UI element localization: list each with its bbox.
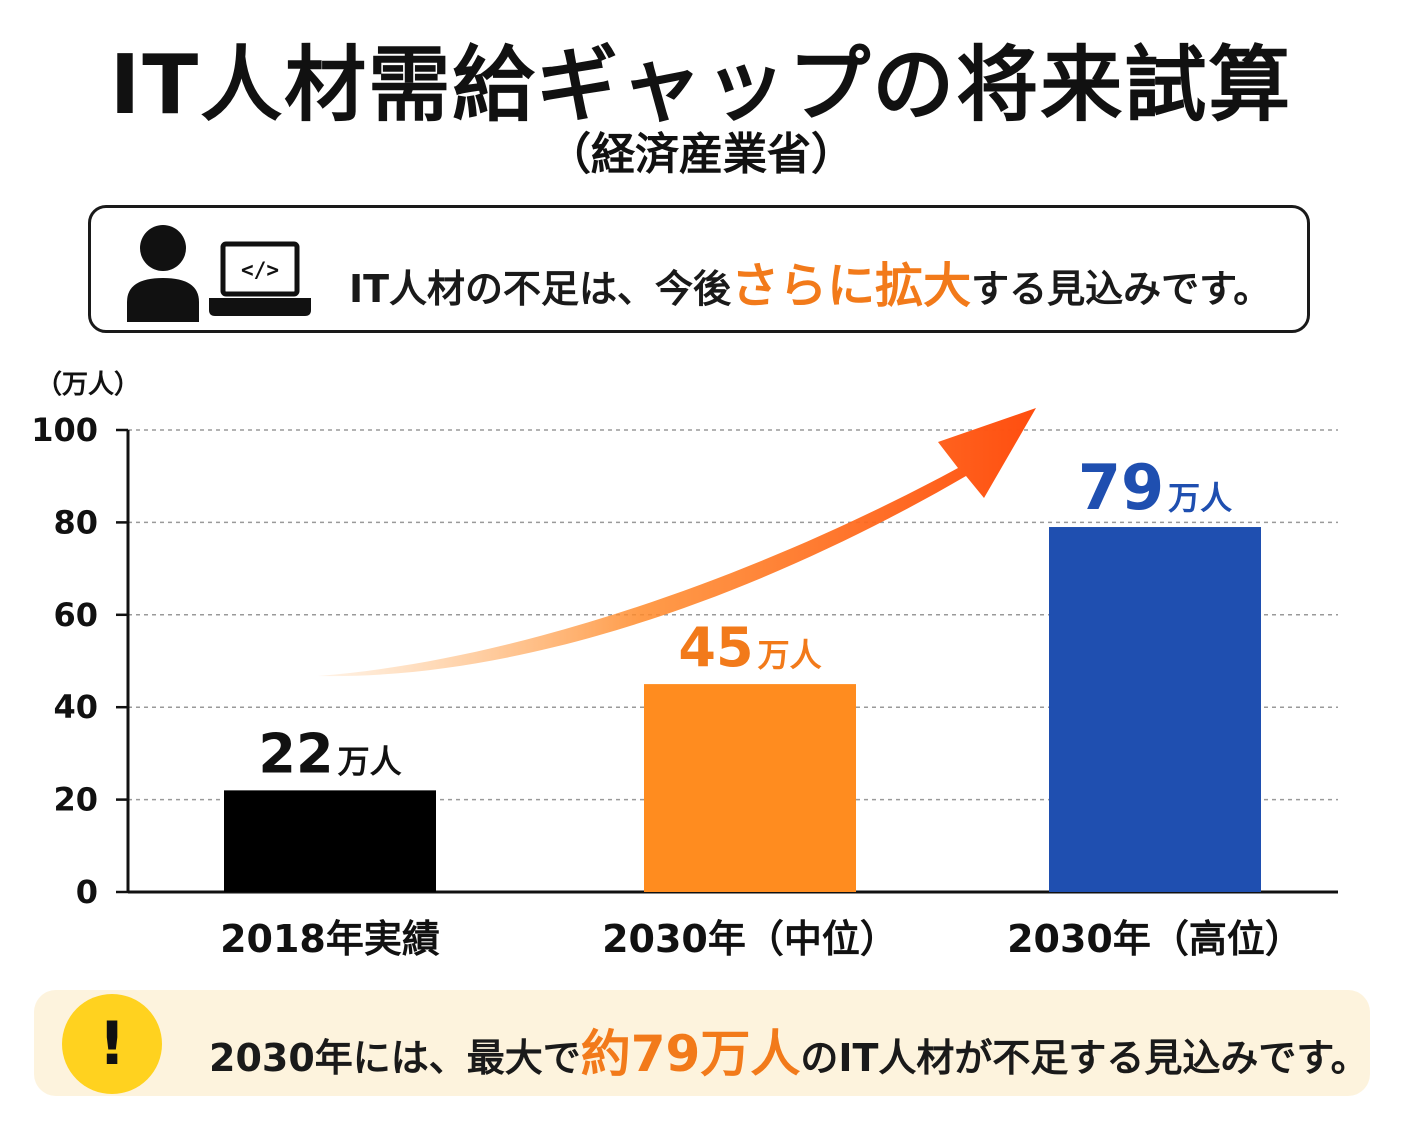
- warning-exclamation-icon: !: [62, 994, 162, 1094]
- message-suffix: する見込みです。: [971, 267, 1272, 311]
- y-axis-unit-label: （万人）: [36, 370, 140, 400]
- conclusion-highlight: 約79万人: [580, 1025, 801, 1083]
- bar: [644, 684, 856, 892]
- bar-value-label: 22 万人: [258, 722, 401, 785]
- bar: [1049, 527, 1261, 892]
- trend-arrow: [318, 408, 1036, 677]
- message-box: </> IT人材の不足は、今後さらに拡大する見込みです。: [88, 205, 1310, 333]
- y-tick-label: 80: [53, 503, 98, 541]
- bar-value-label: 79 万人: [1078, 451, 1232, 524]
- page-subtitle: （経済産業省）: [547, 129, 855, 180]
- message-text: IT人材の不足は、今後さらに拡大する見込みです。: [349, 246, 1271, 316]
- conclusion-prefix: 2030年には、最大で: [209, 1036, 581, 1080]
- conclusion-suffix: のIT人材が不足する見込みです。: [800, 1036, 1369, 1080]
- message-highlight: さらに拡大: [731, 258, 972, 314]
- x-category-label: 2030年（中位）: [602, 917, 898, 961]
- page-title: IT人材需給ギャップの将来試算: [109, 38, 1293, 133]
- y-tick-label: 100: [31, 411, 98, 449]
- x-category-label: 2030年（高位）: [1007, 917, 1303, 961]
- code-glyph: </>: [241, 258, 279, 282]
- y-tick-label: 20: [53, 781, 98, 819]
- bar-value-label: 45 万人: [678, 616, 821, 679]
- message-prefix: IT人材の不足は、今後: [349, 267, 732, 311]
- bar: [224, 790, 436, 892]
- x-category-label: 2018年実績: [220, 917, 440, 961]
- y-tick-label: 40: [53, 688, 98, 726]
- conclusion-box: ! 2030年には、最大で約79万人のIT人材が不足する見込みです。: [34, 990, 1370, 1096]
- conclusion-text: 2030年には、最大で約79万人のIT人材が不足する見込みです。: [209, 1014, 1369, 1086]
- bar-chart: 0 20 40 60 80 100 22 万人 45 万人 79 万人 2018年実績 2030年（中…: [31, 370, 1338, 961]
- person-laptop-code-icon: </>: [127, 225, 311, 322]
- y-tick-label: 0: [76, 873, 98, 911]
- y-tick-label: 60: [53, 596, 98, 634]
